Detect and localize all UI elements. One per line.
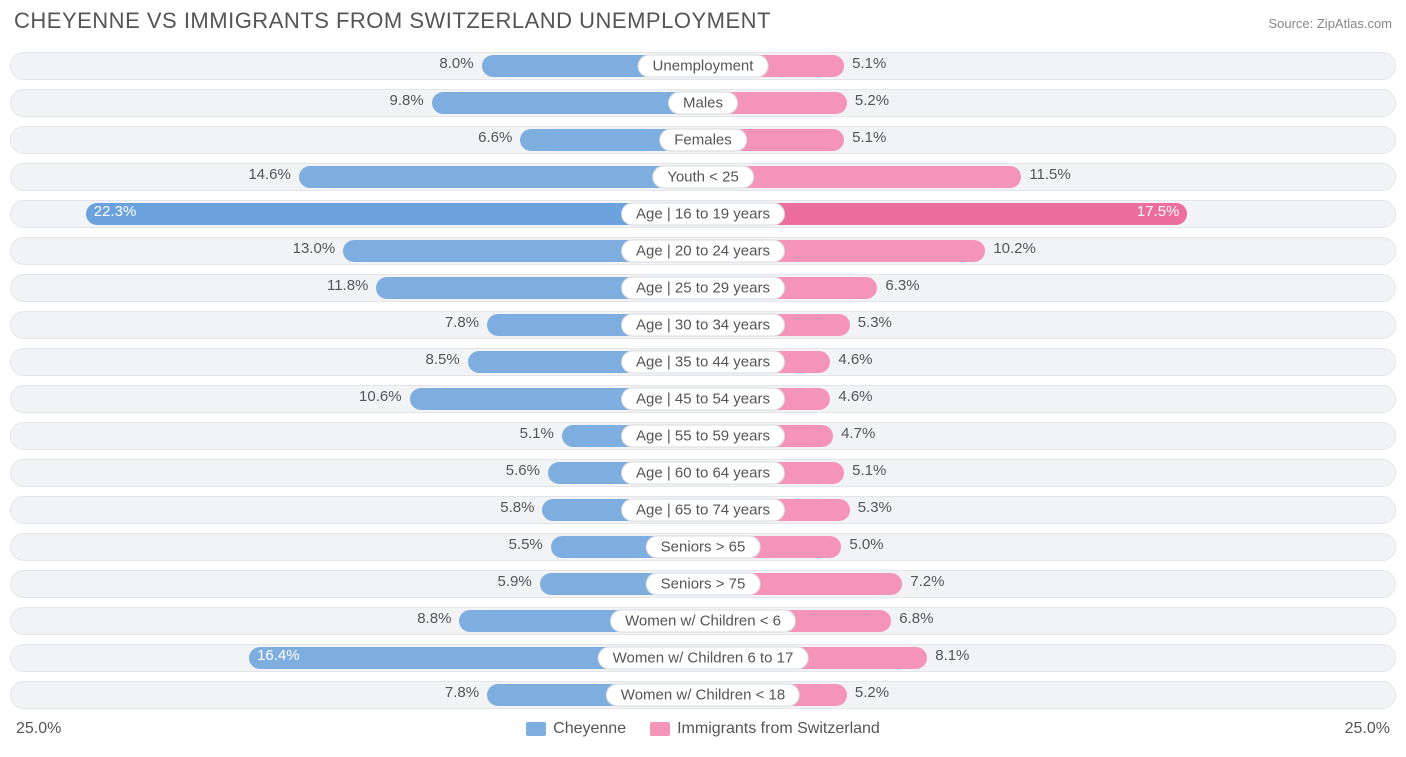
value-label-left: 11.8% <box>327 277 376 294</box>
value-label-left: 8.8% <box>417 610 459 627</box>
value-label-right: 11.5% <box>1021 166 1070 183</box>
chart-row: 6.6% 5.1% Females <box>10 126 1396 154</box>
value-label-right: 8.1% <box>927 647 969 664</box>
value-label-left: 5.5% <box>509 536 551 553</box>
value-label-left: 5.1% <box>520 425 562 442</box>
bar-left: 22.3% <box>86 203 703 225</box>
value-label-left: 5.6% <box>506 462 548 479</box>
value-label-left: 7.8% <box>445 684 487 701</box>
bar-left: 9.8% <box>432 92 703 114</box>
value-label-right: 17.5% <box>1137 203 1180 220</box>
chart-row: 9.8% 5.2% Males <box>10 89 1396 117</box>
value-label-right: 5.3% <box>850 314 892 331</box>
chart-row: 8.5% 4.6% Age | 35 to 44 years <box>10 348 1396 376</box>
chart-row: 22.3% 17.5% Age | 16 to 19 years <box>10 200 1396 228</box>
chart-row: 10.6% 4.6% Age | 45 to 54 years <box>10 385 1396 413</box>
chart-row: 16.4% 8.1% Women w/ Children 6 to 17 <box>10 644 1396 672</box>
legend-item-right: Immigrants from Switzerland <box>650 720 880 738</box>
category-label: Age | 30 to 34 years <box>621 314 785 337</box>
chart-row: 7.8% 5.3% Age | 30 to 34 years <box>10 311 1396 339</box>
legend: Cheyenne Immigrants from Switzerland <box>96 720 1310 738</box>
chart-row: 8.8% 6.8% Women w/ Children < 6 <box>10 607 1396 635</box>
value-label-left: 5.8% <box>500 499 542 516</box>
value-label-right: 5.1% <box>844 462 886 479</box>
legend-swatch-left <box>526 722 546 736</box>
value-label-right: 4.6% <box>830 351 872 368</box>
value-label-right: 5.1% <box>844 129 886 146</box>
category-label: Age | 55 to 59 years <box>621 425 785 448</box>
category-label: Age | 16 to 19 years <box>621 203 785 226</box>
chart-row: 13.0% 10.2% Age | 20 to 24 years <box>10 237 1396 265</box>
chart-area: 8.0% 5.1% Unemployment 9.8% 5.2% Males 6.6% 5.1… <box>10 48 1396 709</box>
chart-row: 5.9% 7.2% Seniors > 75 <box>10 570 1396 598</box>
category-label: Age | 35 to 44 years <box>621 351 785 374</box>
chart-row: 11.8% 6.3% Age | 25 to 29 years <box>10 274 1396 302</box>
category-label: Age | 65 to 74 years <box>621 499 785 522</box>
value-label-right: 4.6% <box>830 388 872 405</box>
value-label-right: 5.2% <box>847 684 889 701</box>
chart-row: 14.6% 11.5% Youth < 25 <box>10 163 1396 191</box>
value-label-left: 8.0% <box>439 55 481 72</box>
chart-row: 7.8% 5.2% Women w/ Children < 18 <box>10 681 1396 709</box>
category-label: Women w/ Children 6 to 17 <box>598 647 809 670</box>
chart-row: 5.8% 5.3% Age | 65 to 74 years <box>10 496 1396 524</box>
value-label-right: 5.0% <box>841 536 883 553</box>
chart-row: 5.1% 4.7% Age | 55 to 59 years <box>10 422 1396 450</box>
value-label-left: 7.8% <box>445 314 487 331</box>
value-label-left: 22.3% <box>94 203 137 220</box>
value-label-right: 5.3% <box>850 499 892 516</box>
chart-row: 5.5% 5.0% Seniors > 65 <box>10 533 1396 561</box>
value-label-left: 9.8% <box>390 92 432 109</box>
value-label-left: 5.9% <box>498 573 540 590</box>
category-label: Women w/ Children < 6 <box>610 610 796 633</box>
category-label: Age | 45 to 54 years <box>621 388 785 411</box>
chart-row: 5.6% 5.1% Age | 60 to 64 years <box>10 459 1396 487</box>
axis-max-left: 25.0% <box>16 720 96 738</box>
value-label-right: 6.3% <box>877 277 919 294</box>
value-label-right: 10.2% <box>985 240 1036 257</box>
legend-label-left: Cheyenne <box>553 720 626 738</box>
value-label-right: 7.2% <box>902 573 944 590</box>
chart-row: 8.0% 5.1% Unemployment <box>10 52 1396 80</box>
category-label: Women w/ Children < 18 <box>606 684 800 707</box>
axis-max-right: 25.0% <box>1310 720 1390 738</box>
value-label-left: 14.6% <box>248 166 299 183</box>
value-label-right: 6.8% <box>891 610 933 627</box>
chart-title: CHEYENNE VS IMMIGRANTS FROM SWITZERLAND … <box>14 8 771 34</box>
value-label-left: 8.5% <box>426 351 468 368</box>
category-label: Females <box>659 129 747 152</box>
value-label-left: 10.6% <box>359 388 410 405</box>
value-label-right: 5.1% <box>844 55 886 72</box>
chart-footer: 25.0% Cheyenne Immigrants from Switzerla… <box>10 718 1396 738</box>
chart-header: CHEYENNE VS IMMIGRANTS FROM SWITZERLAND … <box>10 8 1396 34</box>
category-label: Age | 25 to 29 years <box>621 277 785 300</box>
category-label: Age | 60 to 64 years <box>621 462 785 485</box>
category-label: Age | 20 to 24 years <box>621 240 785 263</box>
bar-left: 14.6% <box>299 166 703 188</box>
value-label-left: 13.0% <box>293 240 344 257</box>
value-label-left: 16.4% <box>257 647 300 664</box>
category-label: Seniors > 75 <box>646 573 761 596</box>
legend-item-left: Cheyenne <box>526 720 626 738</box>
category-label: Youth < 25 <box>652 166 754 189</box>
value-label-left: 6.6% <box>478 129 520 146</box>
category-label: Seniors > 65 <box>646 536 761 559</box>
legend-swatch-right <box>650 722 670 736</box>
legend-label-right: Immigrants from Switzerland <box>677 720 880 738</box>
category-label: Males <box>668 92 738 115</box>
chart-source: Source: ZipAtlas.com <box>1268 16 1392 31</box>
value-label-right: 5.2% <box>847 92 889 109</box>
value-label-right: 4.7% <box>833 425 875 442</box>
category-label: Unemployment <box>638 55 769 78</box>
